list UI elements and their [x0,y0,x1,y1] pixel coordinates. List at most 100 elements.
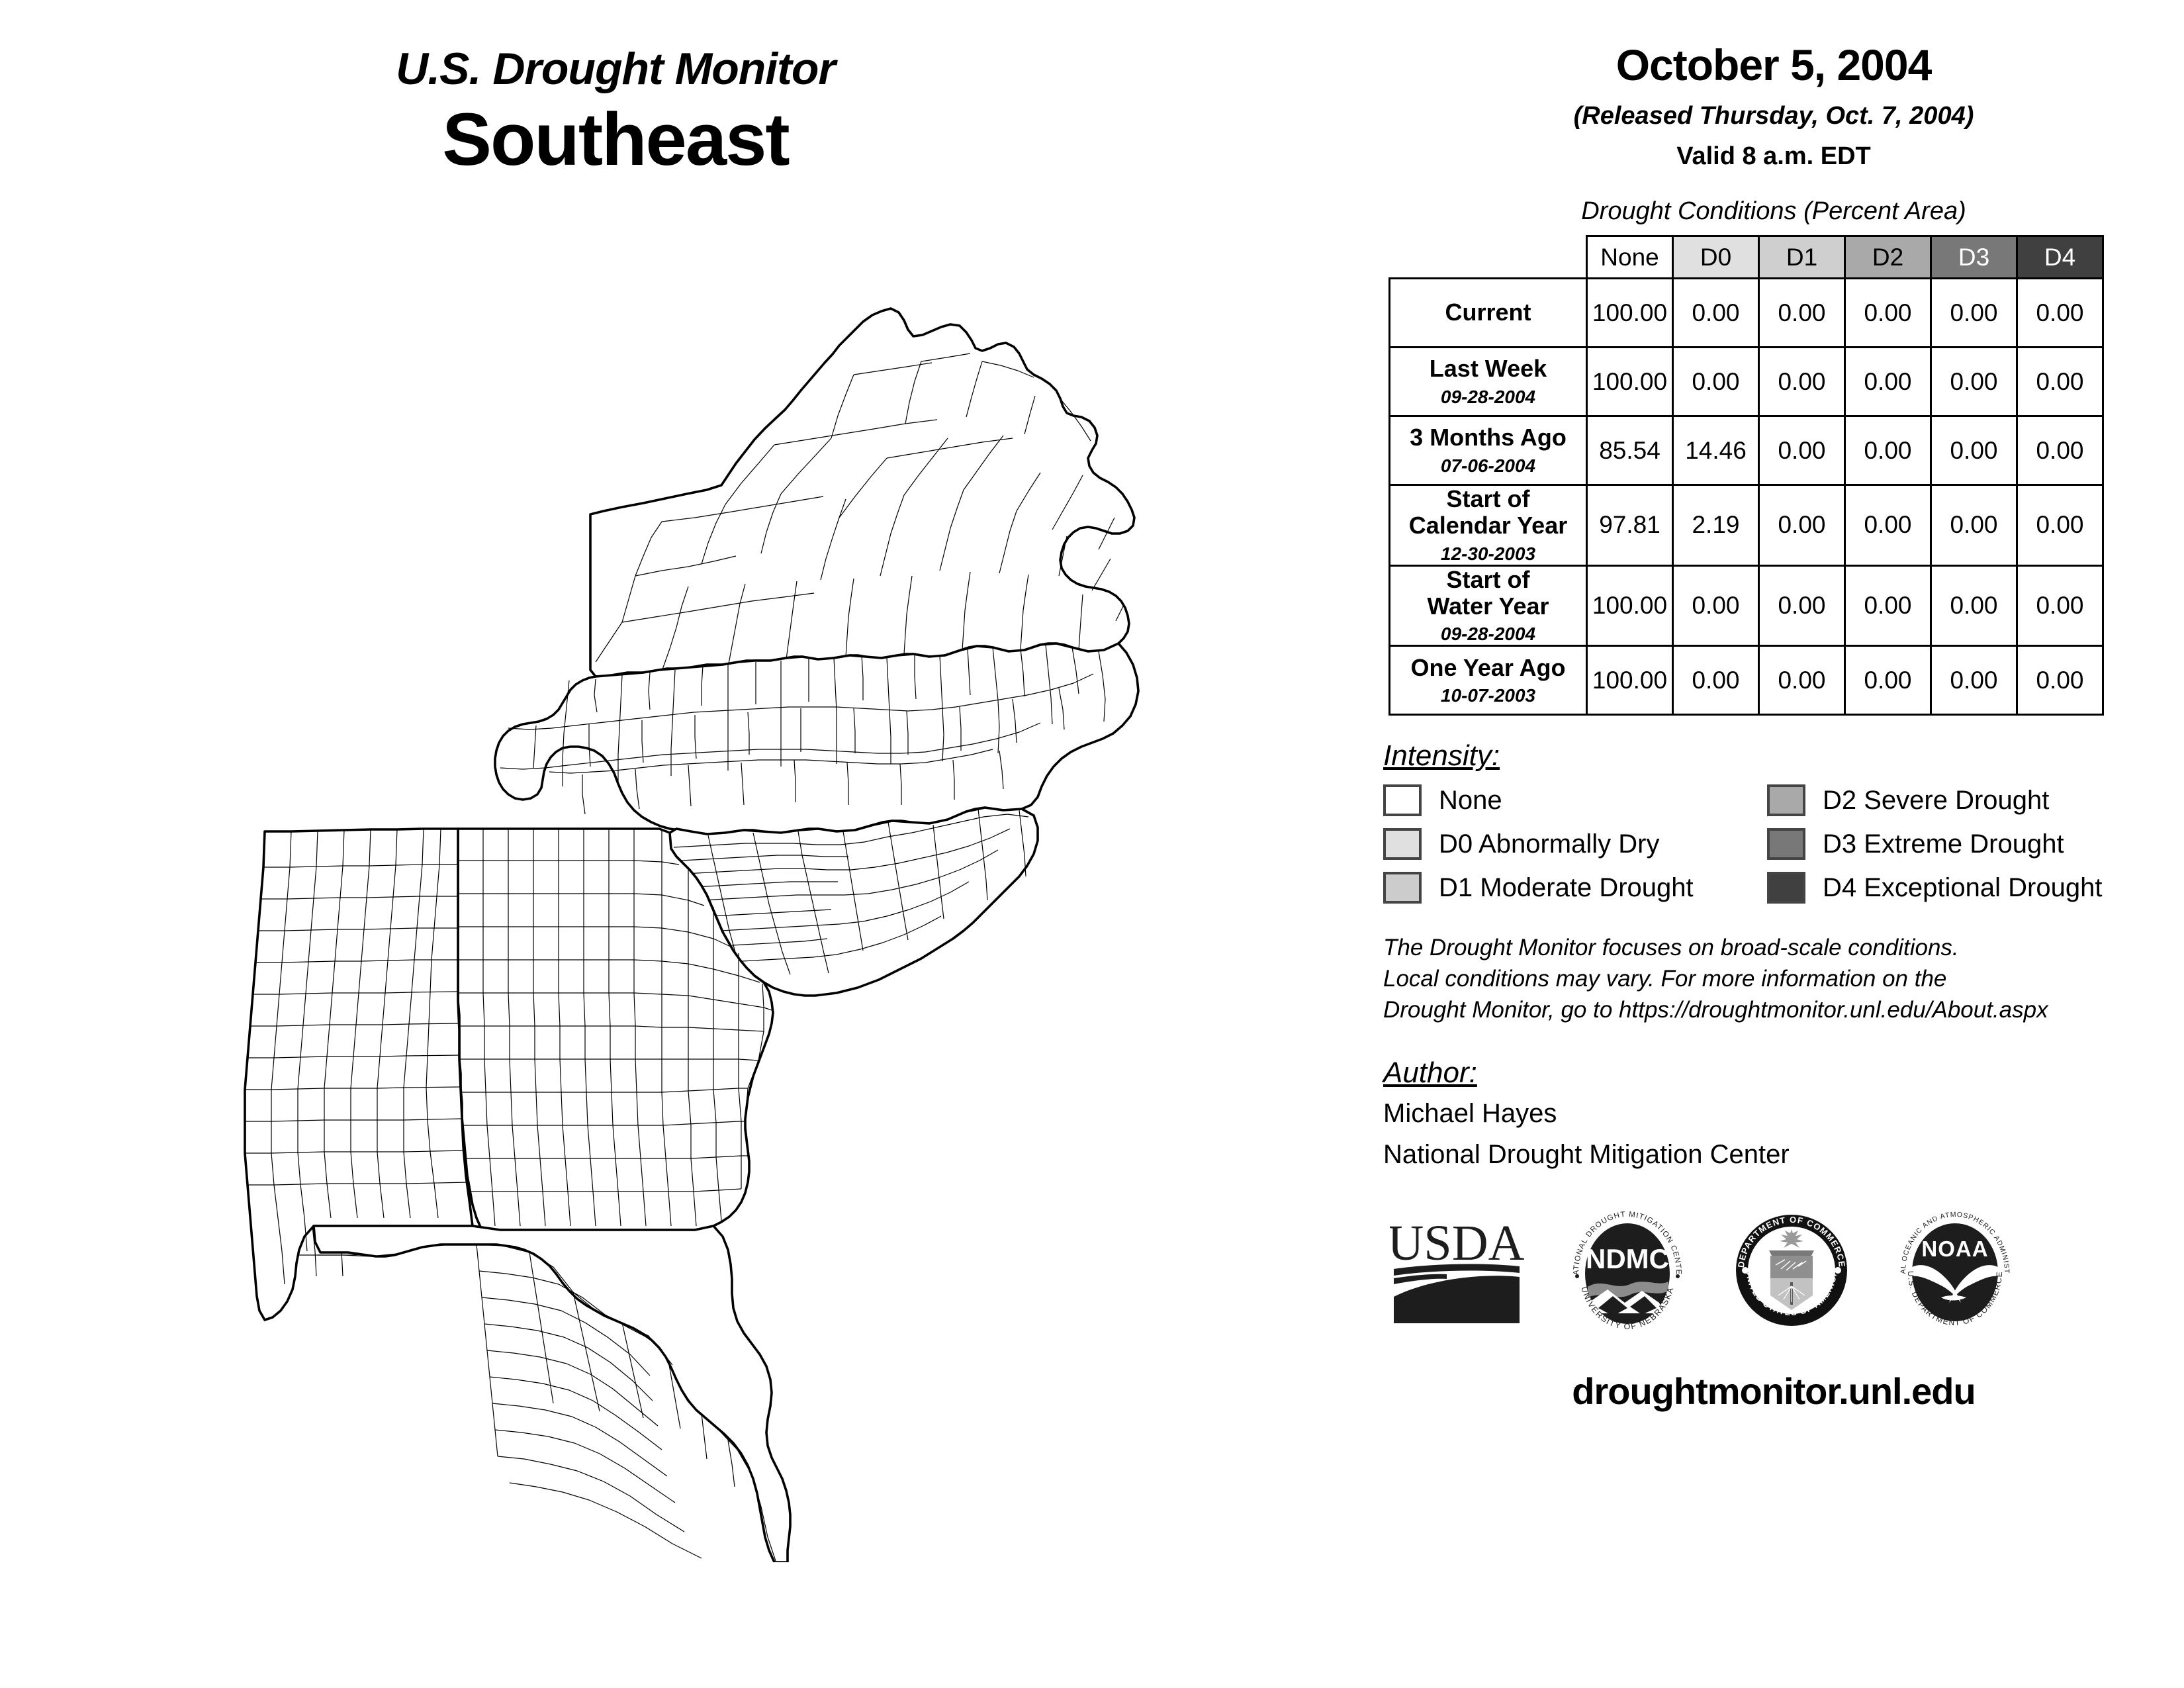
disclaimer-line-1: The Drought Monitor focuses on broad-sca… [1383,935,1959,961]
svg-text:USDA: USDA [1390,1215,1525,1271]
program-title: U.S. Drought Monitor [396,44,836,94]
cell-none: 100.00 [1586,645,1674,716]
row-label-text: Current [1445,299,1531,326]
column-header-d2: D2 [1844,235,1932,279]
intensity-legend: None D2 Severe Drought D0 Abnormally Dry… [1383,784,2151,904]
cell-d2: 0.00 [1844,564,1932,647]
cell-d4: 0.00 [2016,645,2104,716]
cell-none: 100.00 [1586,277,1674,348]
legend-swatch-d3 [1767,828,1805,861]
legend-swatch-none [1383,784,1422,817]
cell-d0: 2.19 [1672,484,1760,567]
noaa-logo: NOAA NATIONAL OCEANIC AND ATMOSPHERIC AD… [1889,1196,2018,1342]
svg-text:NOAA: NOAA [1921,1237,1988,1261]
row-label-text: One Year Ago [1410,653,1566,681]
info-panel: October 5, 2004 (Released Thursday, Oct.… [1383,40,2164,1413]
row-label-date: 09-28-2004 [1440,386,1536,407]
southeast-drought-map[interactable] [199,265,1231,1562]
row-label-one-year-ago: One Year Ago 10-07-2003 [1388,645,1588,716]
cell-d1: 0.00 [1758,277,1846,348]
disclaimer: The Drought Monitor focuses on broad-sca… [1383,933,2164,1026]
cell-d4: 0.00 [2016,564,2104,647]
cell-d2: 0.00 [1844,346,1932,417]
table-row: One Year Ago 10-07-2003 100.00 0.00 0.00… [1388,645,2104,716]
legend-swatch-d1 [1383,872,1422,904]
legend-label-d1: D1 Moderate Drought [1439,872,1694,902]
cell-d2: 0.00 [1844,484,1932,567]
table-caption: Drought Conditions (Percent Area) [1581,197,1966,225]
cell-none: 100.00 [1586,346,1674,417]
cell-d2: 0.00 [1844,645,1932,716]
cell-d3: 0.00 [1930,484,2018,567]
legend-label-d2: D2 Severe Drought [1823,785,2050,815]
legend-label-none: None [1439,785,1502,815]
region-title: Southeast [442,98,790,181]
legend-label-d0: D0 Abnormally Dry [1439,829,1660,859]
row-label-date: 10-07-2003 [1440,684,1536,706]
state-alabama [244,827,474,1321]
row-label-last-week: Last Week 09-28-2004 [1388,346,1588,417]
legend-swatch-d4 [1767,872,1805,904]
cell-d4: 0.00 [2016,346,2104,417]
intensity-heading: Intensity: [1383,739,1500,773]
cell-d1: 0.00 [1758,346,1846,417]
row-label-text: Last Week [1429,355,1547,383]
table-row: Last Week 09-28-2004 100.00 0.00 0.00 0.… [1388,346,2104,417]
svg-text:NDMC: NDMC [1586,1243,1669,1274]
cell-d4: 0.00 [2016,484,2104,567]
legend-label-d4: D4 Exceptional Drought [1823,872,2103,902]
cell-d0: 0.00 [1672,277,1760,348]
legend-swatch-d0 [1383,828,1422,861]
cell-d2: 0.00 [1844,277,1932,348]
author-heading: Author: [1383,1056,1477,1089]
row-label-date: 09-28-2004 [1440,624,1536,645]
drought-conditions-table: None D0 D1 D2 D3 D4 Current 100.00 0.00 … [1388,235,2104,716]
disclaimer-line-3: Drought Monitor, go to https://droughtmo… [1383,997,2048,1023]
cell-d3: 0.00 [1930,645,2018,716]
cell-d1: 0.00 [1758,415,1846,486]
cell-d0: 14.46 [1672,415,1760,486]
state-outline-virginia [589,307,1136,678]
row-label-start-of-calendar-year: Start of Calendar Year 12-30-2003 [1388,484,1588,567]
cell-d3: 0.00 [1930,564,2018,647]
ndmc-logo: NDMC NATIONAL DROUGHT MITIGATION CENTER … [1561,1196,1691,1342]
row-label-start-of-water-year: Start of Water Year 09-28-2004 [1388,564,1588,647]
row-label-date: 12-30-2003 [1440,543,1536,564]
state-south-carolina [667,806,1039,997]
row-label-3-months-ago: 3 Months Ago 07-06-2004 [1388,415,1588,486]
release-date: (Released Thursday, Oct. 7, 2004) [1573,102,1974,130]
row-label-text: 3 Months Ago [1410,424,1567,451]
state-virginia [589,307,1136,678]
cell-d0: 0.00 [1672,564,1760,647]
cell-d4: 0.00 [2016,415,2104,486]
column-header-none: None [1586,235,1674,279]
author-affiliation: National Drought Mitigation Center [1383,1139,1790,1169]
row-label-date: 07-06-2004 [1440,455,1536,476]
page-title: U.S. Drought Monitor Southeast [225,46,1006,179]
cell-none: 85.54 [1586,415,1674,486]
row-label-text: Start of Calendar Year [1408,485,1568,539]
state-florida [312,1225,792,1562]
doc-seal: DEPARTMENT OF COMMERCE UNITED STATES OF … [1729,1204,1854,1340]
cell-d4: 0.00 [2016,277,2104,348]
header-corner-blank [1390,236,1587,279]
cell-d1: 0.00 [1758,645,1846,716]
column-header-d3: D3 [1930,235,2018,279]
disclaimer-line-2: Local conditions may vary. For more info… [1383,966,1947,992]
cell-d3: 0.00 [1930,415,2018,486]
agency-logos: USDA NDMC [1383,1196,2164,1342]
report-date: October 5, 2004 [1615,40,1933,89]
cell-d1: 0.00 [1758,484,1846,567]
legend-label-d3: D3 Extreme Drought [1823,829,2064,859]
table-row: Start of Calendar Year 12-30-2003 97.81 … [1388,484,2104,567]
usda-logo: USDA [1388,1212,1525,1331]
table-row: Current 100.00 0.00 0.00 0.00 0.00 0.00 [1388,277,2104,348]
cell-d3: 0.00 [1930,277,2018,348]
column-header-d0: D0 [1672,235,1760,279]
table-row: 3 Months Ago 07-06-2004 85.54 14.46 0.00… [1388,415,2104,486]
table-header-row: None D0 D1 D2 D3 D4 [1390,235,2104,279]
site-url[interactable]: droughtmonitor.unl.edu [1572,1370,1976,1412]
column-header-d4: D4 [2016,235,2104,279]
author-name: Michael Hayes [1383,1098,1557,1128]
